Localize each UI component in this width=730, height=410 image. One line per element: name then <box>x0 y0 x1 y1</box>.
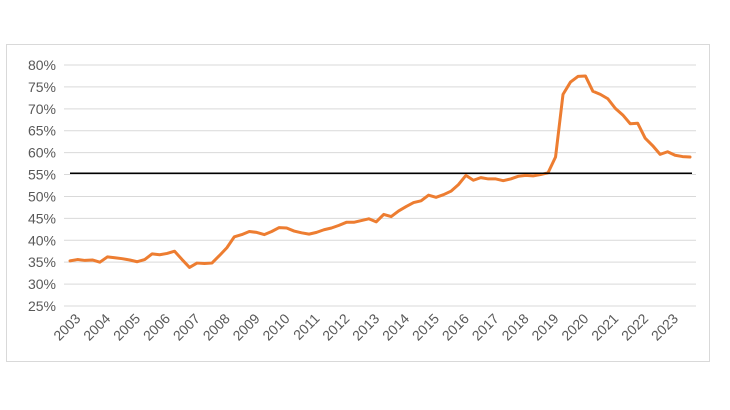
x-tick-label: 2023 <box>648 310 681 343</box>
y-tick-label: 60% <box>28 145 56 161</box>
y-tick-label: 40% <box>28 232 56 248</box>
gridlines <box>64 64 696 307</box>
x-tick-label: 2003 <box>50 310 83 343</box>
y-tick-label: 70% <box>28 101 56 117</box>
x-tick-label: 2016 <box>439 310 472 343</box>
y-tick-label: 55% <box>28 167 56 183</box>
x-tick-label: 2015 <box>409 310 442 343</box>
x-tick-label: 2013 <box>349 310 382 343</box>
x-tick-label: 2017 <box>469 310 502 343</box>
x-tick-label: 2008 <box>200 310 233 343</box>
series-group <box>68 74 692 269</box>
y-tick-label: 25% <box>28 298 56 314</box>
x-tick-label: 2006 <box>140 310 173 343</box>
chart-frame: 25% 30% 35% 40% 45% 50% 55% 60% 65% 70% 75% 80% 200… <box>6 44 710 362</box>
y-tick-label: 35% <box>28 254 56 270</box>
x-tick-label: 2011 <box>290 310 323 343</box>
y-tick-label: 50% <box>28 188 56 204</box>
x-tick-label: 2018 <box>498 310 531 343</box>
x-axis-tick-labels: 2003200420052006200720082009201020112012… <box>50 310 681 343</box>
series-line <box>68 74 692 269</box>
x-tick-label: 2010 <box>259 310 292 343</box>
y-tick-label: 65% <box>28 123 56 139</box>
y-tick-label: 30% <box>28 276 56 292</box>
x-tick-label: 2020 <box>558 310 591 343</box>
x-tick-label: 2009 <box>229 310 262 343</box>
x-tick-label: 2012 <box>319 310 352 343</box>
x-tick-label: 2022 <box>618 310 651 343</box>
x-tick-label: 2019 <box>528 310 561 343</box>
y-axis-tick-labels: 25% 30% 35% 40% 45% 50% 55% 60% 65% 70% 75% 80% <box>28 57 56 314</box>
y-tick-label: 45% <box>28 210 56 226</box>
x-tick-label: 2014 <box>379 310 412 343</box>
y-tick-label: 80% <box>28 57 56 73</box>
x-tick-label: 2005 <box>110 310 143 343</box>
line-chart: 25% 30% 35% 40% 45% 50% 55% 60% 65% 70% 75% 80% 200… <box>28 57 696 344</box>
x-tick-label: 2004 <box>80 310 113 343</box>
y-tick-label: 75% <box>28 79 56 95</box>
x-tick-label: 2007 <box>170 310 203 343</box>
x-tick-label: 2021 <box>588 310 621 343</box>
